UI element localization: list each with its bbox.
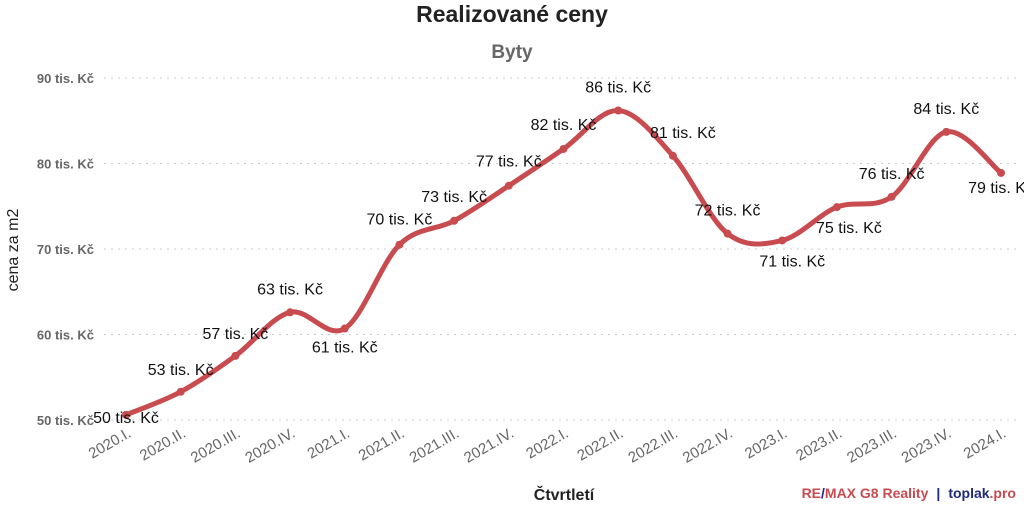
x-tick-label: 2023.II. — [793, 425, 845, 465]
y-tick-label: 60 tis. Kč — [37, 328, 94, 343]
data-point — [231, 351, 240, 360]
x-tick-label: 2021.I. — [305, 425, 353, 463]
credit-remax-re: RE — [802, 485, 821, 501]
credit-site: toplak — [948, 485, 989, 501]
data-label: 63 tis. Kč — [257, 281, 323, 298]
data-label: 50 tis. Kč — [93, 410, 159, 427]
data-point — [887, 192, 896, 201]
credit-slash: / — [821, 485, 825, 501]
data-label: 71 tis. Kč — [759, 253, 825, 270]
x-tick-label: 2023.I. — [742, 425, 790, 463]
x-tick-label: 2020.IV. — [242, 425, 298, 467]
y-tick-label: 80 tis. Kč — [37, 157, 94, 172]
data-label: 73 tis. Kč — [421, 189, 487, 206]
data-point — [504, 181, 513, 190]
x-tick-label: 2020.III. — [188, 425, 243, 467]
x-tick-label: 2022.IV. — [680, 425, 736, 467]
x-tick-label: 2021.II. — [356, 425, 408, 465]
x-tick-label: 2023.IV. — [899, 425, 955, 467]
data-point — [942, 127, 951, 136]
data-point — [176, 387, 185, 396]
data-label: 70 tis. Kč — [367, 212, 433, 229]
x-tick-label: 2022.II. — [574, 425, 626, 465]
x-tick-label: 2022.III. — [625, 425, 680, 467]
data-label: 79 tis. Kč — [968, 180, 1024, 197]
data-label: 72 tis. Kč — [695, 203, 761, 220]
data-label: 84 tis. Kč — [913, 101, 979, 118]
credit-remax-rest: MAX G8 Reality — [825, 485, 929, 501]
data-label: 77 tis. Kč — [476, 154, 542, 171]
data-label: 57 tis. Kč — [202, 326, 268, 343]
data-label: 61 tis. Kč — [312, 340, 378, 357]
x-tick-label: 2020.II. — [137, 425, 189, 465]
chart-title: Realizované ceny — [416, 1, 608, 27]
data-point — [286, 308, 295, 317]
x-axis-label: Čtvrtletí — [534, 485, 595, 504]
data-label: 53 tis. Kč — [148, 362, 214, 379]
data-label: 82 tis. Kč — [531, 117, 597, 134]
data-label: 86 tis. Kč — [585, 79, 651, 96]
data-point — [778, 236, 787, 245]
data-point — [340, 324, 349, 333]
credit: RE/MAX G8 Reality | toplak.pro — [802, 485, 1016, 501]
data-point — [723, 229, 732, 238]
x-tick-label: 2023.III. — [844, 425, 899, 467]
data-point — [614, 106, 623, 115]
x-tick-label: 2020.I. — [86, 425, 134, 463]
data-point — [668, 151, 677, 160]
y-tick-label: 70 tis. Kč — [37, 242, 94, 257]
data-point — [997, 168, 1005, 177]
credit-separator: | — [936, 485, 940, 501]
data-point — [832, 203, 841, 212]
data-label: 81 tis. Kč — [650, 125, 716, 142]
data-point — [559, 144, 568, 153]
chart-subtitle: Byty — [491, 42, 533, 63]
x-tick-label: 2022.I. — [523, 425, 571, 463]
series-line — [123, 107, 1004, 418]
data-point — [395, 240, 404, 249]
data-label: 75 tis. Kč — [816, 220, 882, 237]
data-point — [122, 410, 130, 419]
x-tick-label: 2024.I. — [961, 425, 1009, 463]
data-point — [450, 216, 459, 225]
y-axis-label: cena za m2 — [5, 209, 22, 292]
credit-tld: .pro — [990, 485, 1016, 501]
x-tick-label: 2021.IV. — [461, 425, 517, 467]
x-tick-label: 2021.III. — [407, 425, 462, 467]
y-tick-label: 90 tis. Kč — [37, 71, 94, 86]
data-label: 76 tis. Kč — [859, 166, 925, 183]
y-tick-label: 50 tis. Kč — [37, 413, 94, 428]
